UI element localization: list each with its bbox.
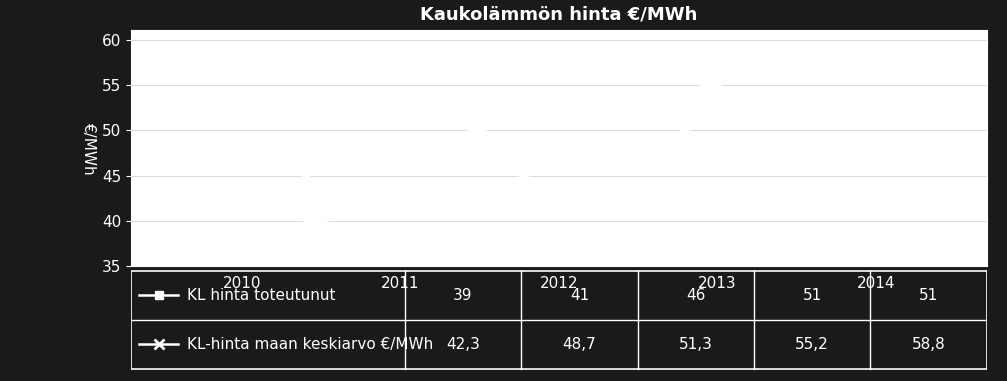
Text: 41: 41 — [570, 288, 589, 303]
Title: Kaukolämmön hinta €/MWh: Kaukolämmön hinta €/MWh — [420, 5, 698, 23]
Text: KL-hinta maan keskiarvo €/MWh: KL-hinta maan keskiarvo €/MWh — [186, 337, 433, 352]
Text: 51: 51 — [803, 288, 822, 303]
Text: 48,7: 48,7 — [563, 337, 596, 352]
Text: 58,8: 58,8 — [911, 337, 946, 352]
Text: 51,3: 51,3 — [679, 337, 713, 352]
Text: 51: 51 — [919, 288, 939, 303]
Text: KL hinta toteutunut: KL hinta toteutunut — [186, 288, 335, 303]
Text: 39: 39 — [453, 288, 472, 303]
Y-axis label: €/MWh: €/MWh — [81, 122, 96, 174]
Text: 55,2: 55,2 — [796, 337, 829, 352]
Text: 46: 46 — [686, 288, 706, 303]
Text: 42,3: 42,3 — [446, 337, 480, 352]
